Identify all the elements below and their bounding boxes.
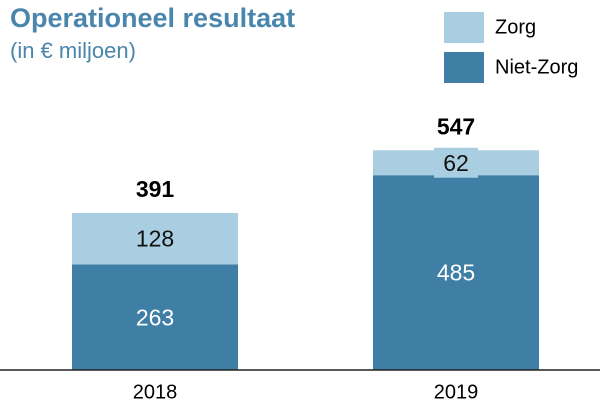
legend-label: Niet-Zorg: [495, 56, 578, 78]
legend-swatch: [444, 52, 484, 83]
bar-segment: [72, 264, 238, 370]
chart-title: Operationeel resultaat: [10, 3, 295, 33]
label-box: [434, 147, 478, 178]
value-label: 485: [437, 260, 475, 286]
bar-segment: [72, 212, 238, 265]
total-label: 547: [437, 113, 475, 139]
value-label: 263: [136, 304, 174, 330]
bar-segment: [373, 175, 539, 370]
legend-swatch: [444, 12, 484, 43]
value-label: 128: [136, 226, 174, 252]
total-label: 391: [136, 176, 175, 202]
x-tick-label: 2018: [133, 381, 178, 403]
legend-label: Zorg: [495, 16, 536, 38]
value-label: 62: [443, 150, 469, 176]
chart-subtitle: (in € miljoen): [10, 38, 136, 63]
x-tick-label: 2019: [434, 381, 479, 403]
